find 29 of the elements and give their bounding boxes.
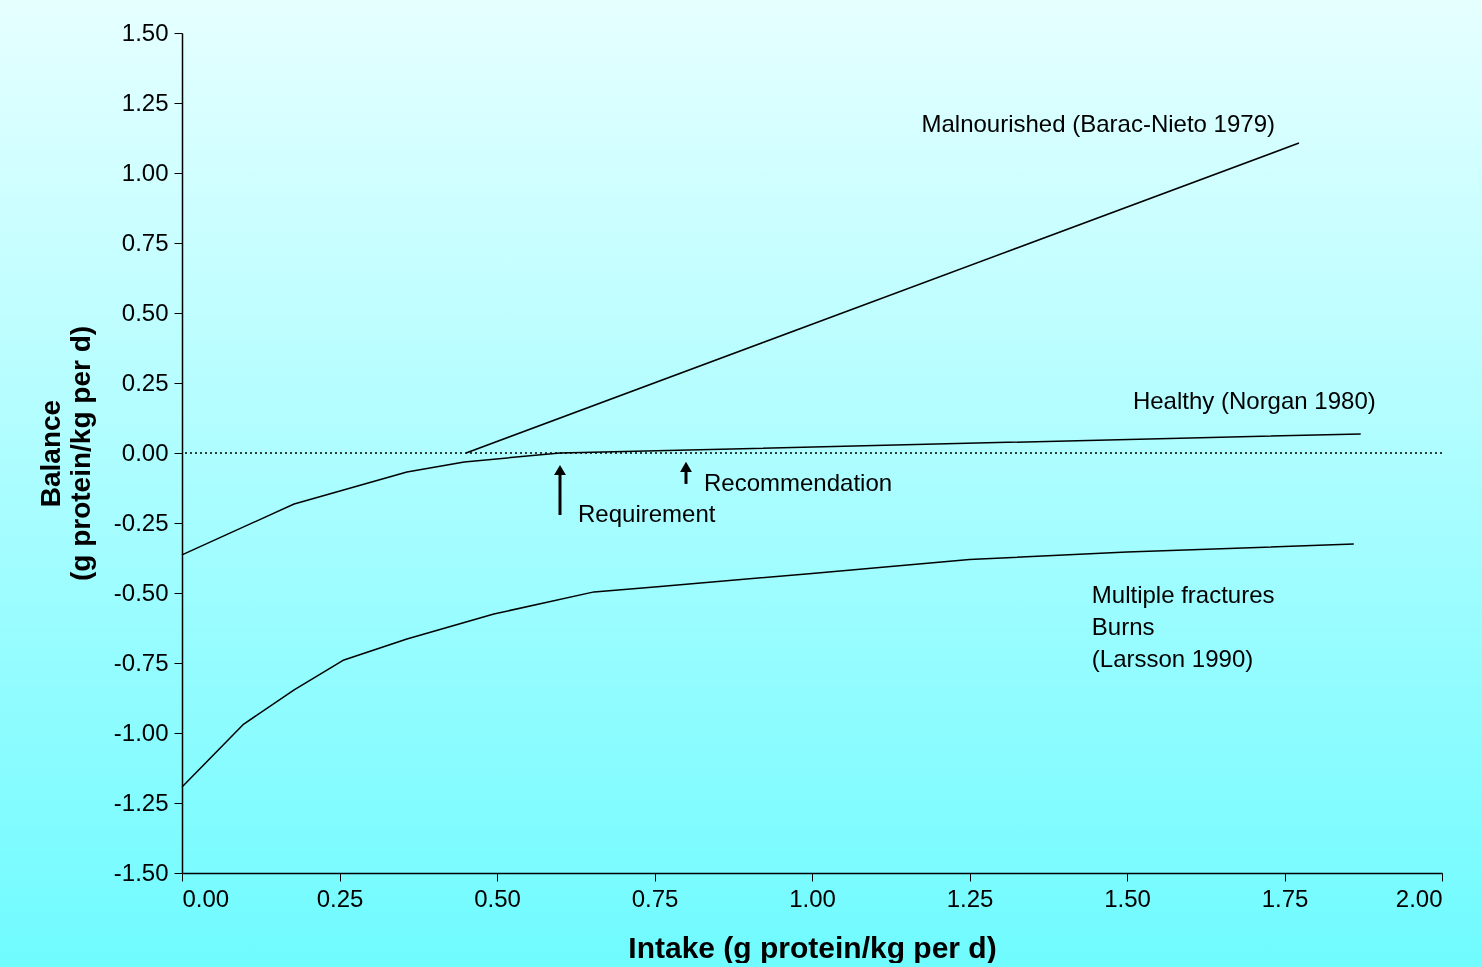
y-tick-label: -0.75	[113, 648, 169, 676]
x-tick-label: 0.00	[182, 884, 230, 912]
x-tick-label: 0.25	[316, 884, 364, 912]
series-label: Multiple fractures Burns (Larsson 1990)	[1091, 581, 1275, 672]
series-label: Malnourished (Barac-Nieto 1979)	[921, 110, 1275, 138]
y-tick-label: 0.50	[121, 298, 169, 326]
y-tick-label: -1.50	[113, 858, 169, 886]
x-tick-label: 1.00	[789, 884, 836, 912]
y-tick-label: -0.25	[113, 508, 169, 536]
x-tick-label: 0.50	[474, 884, 521, 912]
x-tick-label: 0.75	[631, 884, 679, 912]
x-tick-label: 1.75	[1261, 884, 1309, 912]
y-tick-label: -1.00	[113, 718, 169, 746]
x-tick-label: 1.50	[1104, 884, 1151, 912]
x-tick-label: 2.00	[1395, 884, 1443, 912]
y-tick-label: 1.00	[121, 158, 169, 186]
y-tick-label: 0.00	[121, 438, 169, 466]
x-axis-title: Intake (g protein/kg per d)	[628, 930, 997, 964]
y-tick-label: -1.25	[113, 788, 169, 816]
series-label: Healthy (Norgan 1980)	[1132, 386, 1376, 414]
x-tick-label: 1.25	[946, 884, 994, 912]
y-tick-label: 1.50	[121, 18, 169, 46]
y-tick-label: 0.25	[121, 368, 169, 396]
annotation: Recommendation	[704, 468, 893, 496]
annotation: Requirement	[578, 500, 716, 527]
y-tick-label: 0.75	[121, 228, 169, 256]
y-tick-label: -0.50	[113, 578, 169, 606]
y-tick-label: 1.25	[121, 88, 169, 116]
y-axis-title: Balance (g protein/kg per d)	[34, 325, 96, 582]
